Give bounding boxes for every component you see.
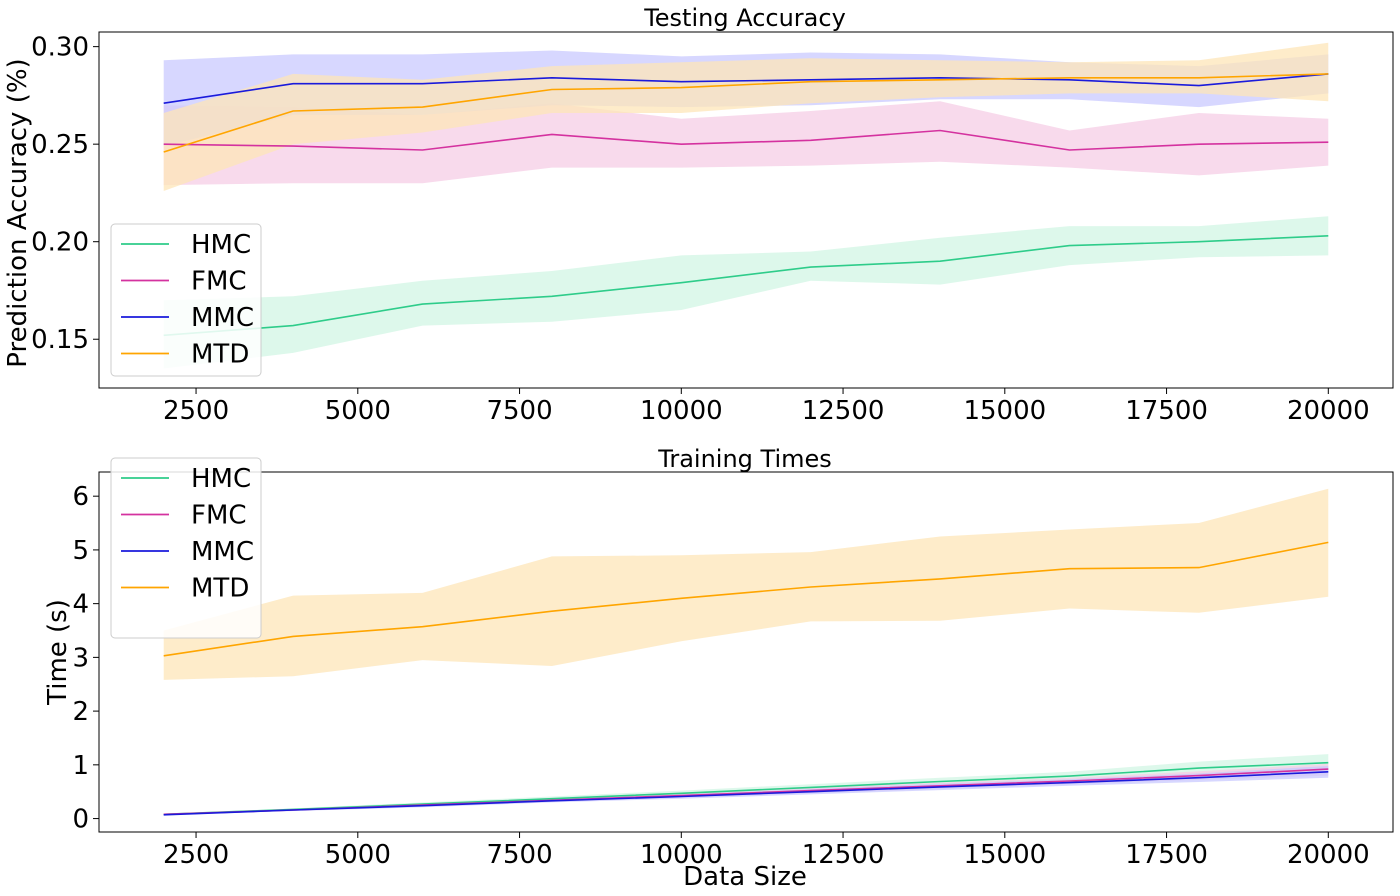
accuracy-legend-label-mtd: MTD	[191, 340, 249, 370]
accuracy-x-tick-label: 2500	[163, 396, 229, 426]
training-times-y-tick-label: 3	[72, 643, 89, 673]
accuracy-x-tick-label: 5000	[325, 396, 391, 426]
training-times-chart: Training Times Time (s) Data Size 2500 50…	[43, 445, 1394, 892]
training-times-legend-label-mtd: MTD	[191, 574, 249, 604]
accuracy-axes-frame	[98, 31, 1394, 389]
training-times-x-tick-label: 10000	[640, 840, 723, 870]
training-times-x-tick-label: 12500	[802, 840, 885, 870]
accuracy-legend: HMC FMC MMC MTD	[110, 223, 262, 377]
accuracy-legend-box	[110, 223, 262, 377]
accuracy-legend-label-fmc: FMC	[191, 267, 247, 297]
training-times-x-tick-label: 17500	[1125, 840, 1208, 870]
training-times-x-tick-label: 2500	[163, 840, 229, 870]
training-times-legend-label-mmc: MMC	[191, 537, 254, 567]
training-times-chart-title: Training Times	[657, 445, 832, 473]
training-times-y-axis-label: Time (s)	[43, 599, 73, 706]
training-times-plot-area: 2500 5000 7500 10000 12500 15000 17500 20000 0 1 2…	[72, 457, 1394, 870]
accuracy-band-hmc	[163, 216, 1329, 369]
accuracy-line-fmc	[163, 129, 1329, 151]
training-times-legend: HMC FMC MMC MTD	[110, 457, 262, 639]
training-times-axes-frame	[98, 471, 1394, 833]
training-times-legend-box	[110, 457, 262, 639]
training-times-line-mtd	[163, 541, 1329, 657]
training-times-y-tick-label: 2	[72, 697, 89, 727]
training-times-x-axis-label: Data Size	[683, 862, 807, 892]
training-times-band-hmc	[163, 754, 1329, 815]
accuracy-line-mtd	[163, 73, 1329, 153]
accuracy-x-tick-label: 17500	[1125, 396, 1208, 426]
training-times-x-tick-label: 15000	[963, 840, 1046, 870]
accuracy-y-axis-label: Prediction Accuracy (%)	[3, 58, 33, 367]
accuracy-plot-area: 2500 5000 7500 10000 12500 15000 17500 20000 0.1…	[31, 31, 1394, 426]
training-times-y-tick-label: 5	[72, 536, 89, 566]
training-times-legend-label-hmc: HMC	[191, 464, 251, 494]
training-times-y-tick-label: 1	[72, 751, 89, 781]
accuracy-line-mmc	[163, 73, 1329, 104]
accuracy-y-tick-label: 0.15	[31, 325, 89, 355]
training-times-band-mtd	[163, 488, 1329, 680]
accuracy-x-tick-label: 7500	[486, 396, 552, 426]
training-times-x-tick-label: 20000	[1287, 840, 1370, 870]
training-times-y-tick-label: 0	[72, 805, 89, 835]
training-times-y-tick-label: 4	[72, 590, 89, 620]
accuracy-line-hmc	[163, 235, 1329, 337]
training-times-line-mmc	[163, 771, 1329, 816]
accuracy-chart-title: Testing Accuracy	[643, 4, 846, 32]
training-times-x-tick-label: 5000	[325, 840, 391, 870]
accuracy-x-tick-label: 15000	[963, 396, 1046, 426]
accuracy-y-tick-label: 0.25	[31, 130, 89, 160]
training-times-legend-label-fmc: FMC	[191, 501, 247, 531]
accuracy-x-tick-label: 10000	[640, 396, 723, 426]
accuracy-legend-label-mmc: MMC	[191, 303, 254, 333]
training-times-x-tick-label: 7500	[486, 840, 552, 870]
accuracy-y-tick-label: 0.30	[31, 33, 89, 63]
accuracy-x-tick-label: 20000	[1287, 396, 1370, 426]
accuracy-y-tick-label: 0.20	[31, 228, 89, 258]
accuracy-x-tick-label: 12500	[802, 396, 885, 426]
accuracy-chart: Testing Accuracy Prediction Accuracy (%)…	[3, 4, 1394, 426]
training-times-y-tick-label: 6	[72, 482, 89, 512]
accuracy-legend-label-hmc: HMC	[191, 230, 251, 260]
